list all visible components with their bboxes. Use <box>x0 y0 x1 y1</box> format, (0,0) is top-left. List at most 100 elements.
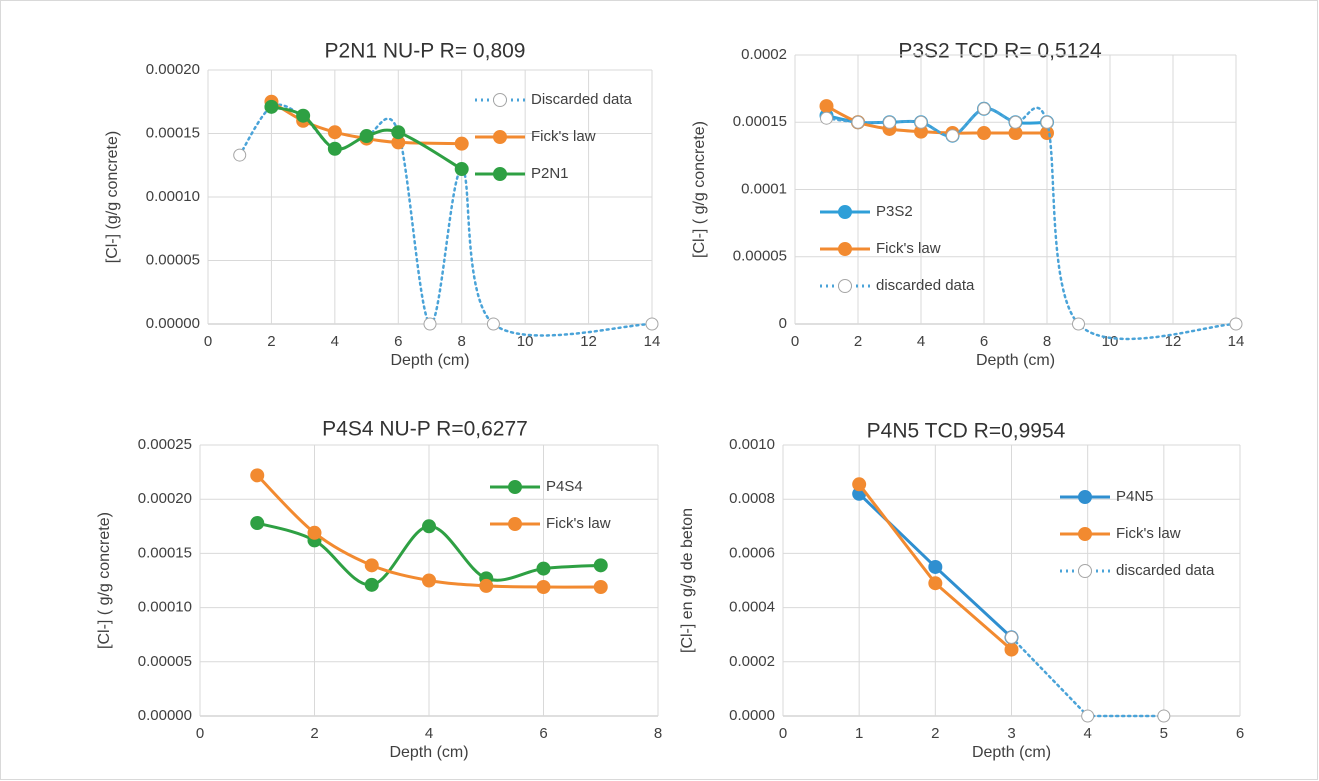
data-point <box>264 99 279 114</box>
data-point <box>946 129 959 143</box>
data-point <box>422 519 436 534</box>
x-tick-label: 6 <box>539 725 547 742</box>
x-tick-label: 0 <box>779 725 787 742</box>
x-axis-label: Depth (cm) <box>390 352 469 369</box>
legend-label: discarded data <box>876 277 975 294</box>
y-axis-label: [Cl-] ( g/g concrete) <box>691 121 708 258</box>
legend-label: P3S2 <box>876 203 913 220</box>
chart-title: P2N1 NU-P R= 0,809 <box>325 40 526 63</box>
y-tick-label: 0.0010 <box>729 436 775 453</box>
legend-label: P4S4 <box>546 478 583 495</box>
legend-label: Fick's law <box>1116 525 1181 542</box>
y-tick-label: 0.00005 <box>733 248 787 265</box>
data-point <box>454 136 469 151</box>
data-point <box>422 573 436 588</box>
legend-marker <box>1078 490 1092 504</box>
data-point <box>250 468 265 483</box>
y-axis-label: [Cl-] en g/g de beton <box>679 508 696 653</box>
x-tick-label: 14 <box>1228 333 1245 350</box>
data-point <box>1040 115 1054 129</box>
y-tick-label: 0.00015 <box>146 124 200 141</box>
legend-marker <box>508 517 522 531</box>
data-point <box>327 125 342 140</box>
legend-marker <box>493 130 507 144</box>
legend-label: Discarded data <box>531 91 633 108</box>
legend-label: P4N5 <box>1116 488 1154 505</box>
data-point <box>423 317 437 331</box>
y-tick-label: 0.00000 <box>138 707 192 724</box>
x-tick-label: 2 <box>267 333 275 350</box>
y-tick-label: 0.0002 <box>729 653 775 670</box>
x-tick-label: 2 <box>854 333 862 350</box>
legend-marker <box>508 480 522 494</box>
y-tick-label: 0.0008 <box>729 490 775 507</box>
x-tick-label: 4 <box>331 333 339 350</box>
data-point <box>391 125 406 140</box>
x-tick-label: 10 <box>1102 333 1119 350</box>
legend-marker <box>838 279 852 293</box>
x-tick-label: 3 <box>1007 725 1015 742</box>
data-point <box>852 477 867 492</box>
y-tick-label: 0.00020 <box>138 490 192 507</box>
legend-marker <box>838 242 852 256</box>
data-point <box>1081 709 1095 723</box>
x-tick-label: 8 <box>1043 333 1051 350</box>
data-point <box>486 317 500 331</box>
legend-marker <box>1078 527 1092 541</box>
x-tick-label: 0 <box>196 725 204 742</box>
data-point <box>645 317 659 331</box>
x-tick-label: 8 <box>654 725 662 742</box>
x-tick-label: 10 <box>517 333 534 350</box>
data-point <box>819 99 834 114</box>
x-tick-label: 14 <box>644 333 661 350</box>
x-tick-label: 12 <box>1165 333 1182 350</box>
data-point <box>928 559 943 574</box>
data-point <box>914 115 928 129</box>
y-tick-label: 0.0001 <box>741 180 787 197</box>
data-point <box>364 558 379 573</box>
data-point <box>1229 317 1243 331</box>
y-tick-label: 0 <box>779 315 787 332</box>
legend-marker <box>1078 564 1092 578</box>
x-tick-label: 12 <box>580 333 597 350</box>
data-point <box>1004 642 1019 657</box>
data-point <box>454 162 469 177</box>
x-axis-label: Depth (cm) <box>972 744 1051 761</box>
legend-marker <box>493 167 507 181</box>
chart-title: P3S2 TCD R= 0,5124 <box>898 40 1102 63</box>
data-point <box>820 111 833 125</box>
data-point <box>536 561 551 576</box>
data-point <box>364 577 379 592</box>
x-tick-label: 6 <box>1236 725 1244 742</box>
x-tick-label: 4 <box>917 333 925 350</box>
legend-label: P2N1 <box>531 165 569 182</box>
x-axis-label: Depth (cm) <box>389 744 468 761</box>
data-point <box>593 580 608 595</box>
data-point <box>327 141 342 156</box>
y-tick-label: 0.00015 <box>733 113 787 130</box>
data-point <box>928 576 943 591</box>
x-tick-label: 6 <box>394 333 402 350</box>
chart-title: P4S4 NU-P R=0,6277 <box>322 418 528 441</box>
data-point <box>851 115 865 129</box>
data-point <box>1072 317 1085 331</box>
y-tick-label: 0.00005 <box>138 653 192 670</box>
y-tick-label: 0.0000 <box>729 707 775 724</box>
x-tick-label: 2 <box>310 725 318 742</box>
y-tick-label: 0.00015 <box>138 544 192 561</box>
x-tick-label: 8 <box>458 333 466 350</box>
data-point <box>1009 115 1022 129</box>
y-tick-label: 0.0004 <box>729 599 775 616</box>
x-tick-label: 0 <box>204 333 212 350</box>
x-tick-label: 6 <box>980 333 988 350</box>
x-tick-label: 4 <box>425 725 433 742</box>
y-tick-label: 0.0002 <box>741 46 787 63</box>
data-point <box>250 516 265 531</box>
data-point <box>536 580 551 595</box>
legend-label: Fick's law <box>531 128 596 145</box>
data-point <box>479 578 494 593</box>
x-tick-label: 0 <box>791 333 799 350</box>
legend-label: Fick's law <box>876 240 941 257</box>
y-tick-label: 0.00020 <box>146 61 200 78</box>
